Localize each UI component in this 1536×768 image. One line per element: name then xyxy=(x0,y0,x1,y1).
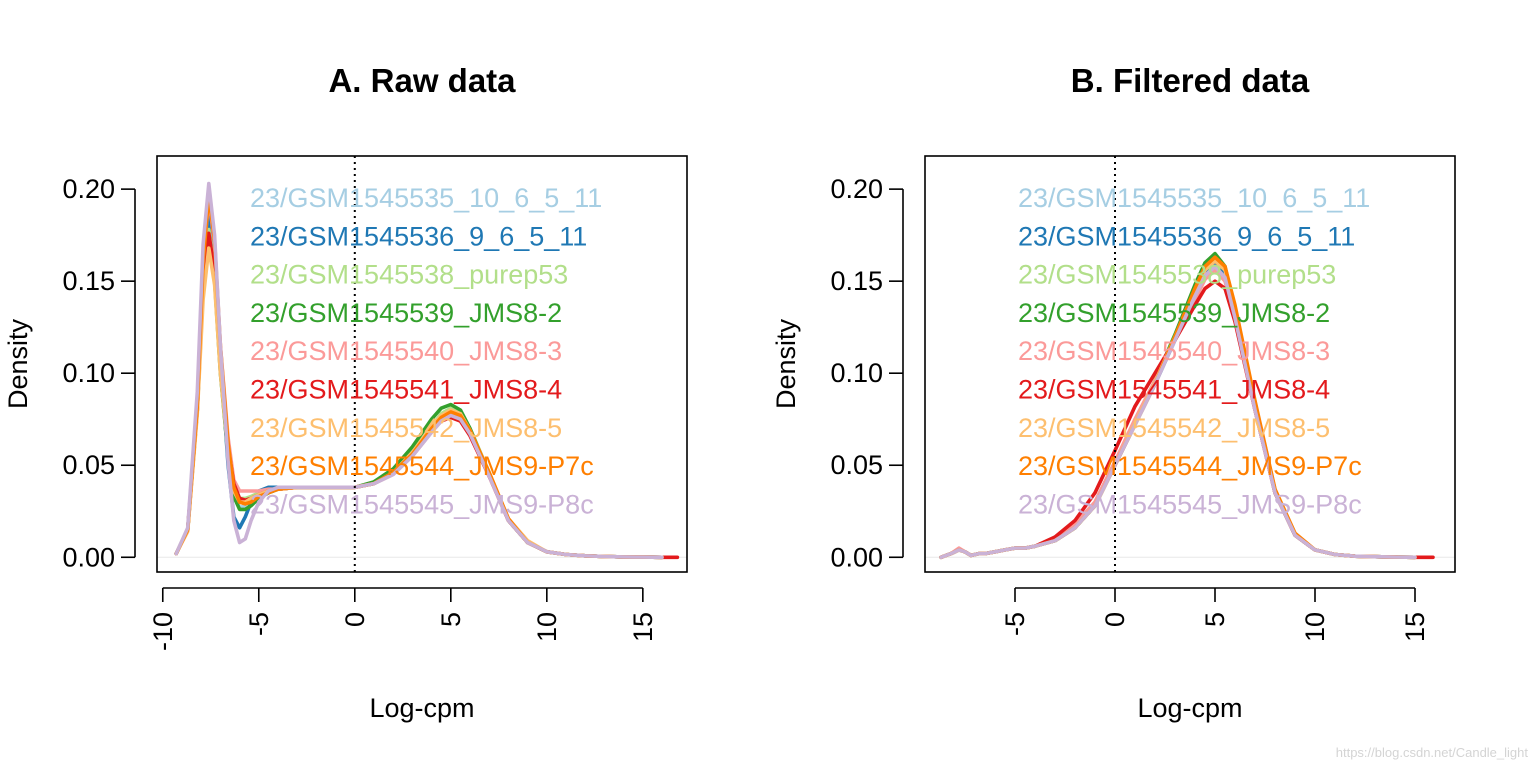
y-axis-label: Density xyxy=(3,318,33,409)
chart-title: A. Raw data xyxy=(328,62,516,99)
density-line-9 xyxy=(939,264,1417,560)
x-axis-label: Log-cpm xyxy=(1137,693,1242,723)
x-tick-label: -10 xyxy=(148,612,178,651)
legend-entry-3: 23/GSM1545538_purep53 xyxy=(250,260,568,290)
y-tick-label: 0.05 xyxy=(62,450,115,480)
plot-frame xyxy=(156,155,688,573)
plot-frame xyxy=(924,155,1456,573)
y-tick-label: 0.20 xyxy=(830,174,883,204)
legend-entry-3: 23/GSM1545538_purep53 xyxy=(1018,260,1336,290)
y-tick-label: 0.20 xyxy=(62,174,115,204)
legend-entry-7: 23/GSM1545542_JMS8-5 xyxy=(250,413,562,443)
legend-entry-6: 23/GSM1545541_JMS8-4 xyxy=(250,375,562,405)
x-tick-label: 0 xyxy=(1100,612,1130,627)
x-tick-label: 0 xyxy=(340,612,370,627)
legend-entry-9: 23/GSM1545545_JMS9-P8c xyxy=(250,489,594,519)
legend-entry-6: 23/GSM1545541_JMS8-4 xyxy=(1018,375,1330,405)
chart-panel-a: A. Raw data 23/GSM1545535_10_6_5_11 23/GSM… xyxy=(3,62,688,723)
chart-panel-b: B. Filtered data 23/GSM1545535_10_6_5_11 2… xyxy=(771,62,1456,723)
y-tick-label: 0.05 xyxy=(830,450,883,480)
legend-entry-2: 23/GSM1545536_9_6_5_11 xyxy=(1018,221,1355,251)
x-tick-label: 5 xyxy=(436,612,466,627)
y-tick-label: 0.15 xyxy=(62,266,115,296)
y-axis-label: Density xyxy=(771,318,801,409)
y-tick-label: 0.10 xyxy=(62,358,115,388)
legend-entry-1: 23/GSM1545535_10_6_5_11 xyxy=(1018,183,1370,213)
chart-title: B. Filtered data xyxy=(1071,62,1310,99)
legend-entry-4: 23/GSM1545539_JMS8-2 xyxy=(1018,298,1330,328)
x-tick-label: 15 xyxy=(1400,612,1430,642)
legend-entry-7: 23/GSM1545542_JMS8-5 xyxy=(1018,413,1330,443)
watermark: https://blog.csdn.net/Candle_light xyxy=(1335,745,1528,760)
x-tick-label: 5 xyxy=(1200,612,1230,627)
legend-entry-4: 23/GSM1545539_JMS8-2 xyxy=(250,298,562,328)
x-tick-label: 10 xyxy=(1300,612,1330,642)
x-axis-label: Log-cpm xyxy=(369,693,474,723)
y-tick-label: 0.00 xyxy=(830,542,883,572)
legend-entry-5: 23/GSM1545540_JMS8-3 xyxy=(250,336,562,366)
legend-entry-1: 23/GSM1545535_10_6_5_11 xyxy=(250,183,602,213)
legend-entry-8: 23/GSM1545544_JMS9-P7c xyxy=(1018,451,1362,481)
legend-entry-9: 23/GSM1545545_JMS9-P8c xyxy=(1018,489,1362,519)
legend-entry-2: 23/GSM1545536_9_6_5_11 xyxy=(250,221,587,251)
legend-entry-5: 23/GSM1545540_JMS8-3 xyxy=(1018,336,1330,366)
legend-entry-8: 23/GSM1545544_JMS9-P7c xyxy=(250,451,594,481)
x-tick-label: -5 xyxy=(1000,612,1030,636)
x-tick-label: 15 xyxy=(628,612,658,642)
y-tick-label: 0.10 xyxy=(830,358,883,388)
x-tick-label: 10 xyxy=(532,612,562,642)
y-tick-label: 0.00 xyxy=(62,542,115,572)
y-tick-label: 0.15 xyxy=(830,266,883,296)
x-tick-label: -5 xyxy=(244,612,274,636)
